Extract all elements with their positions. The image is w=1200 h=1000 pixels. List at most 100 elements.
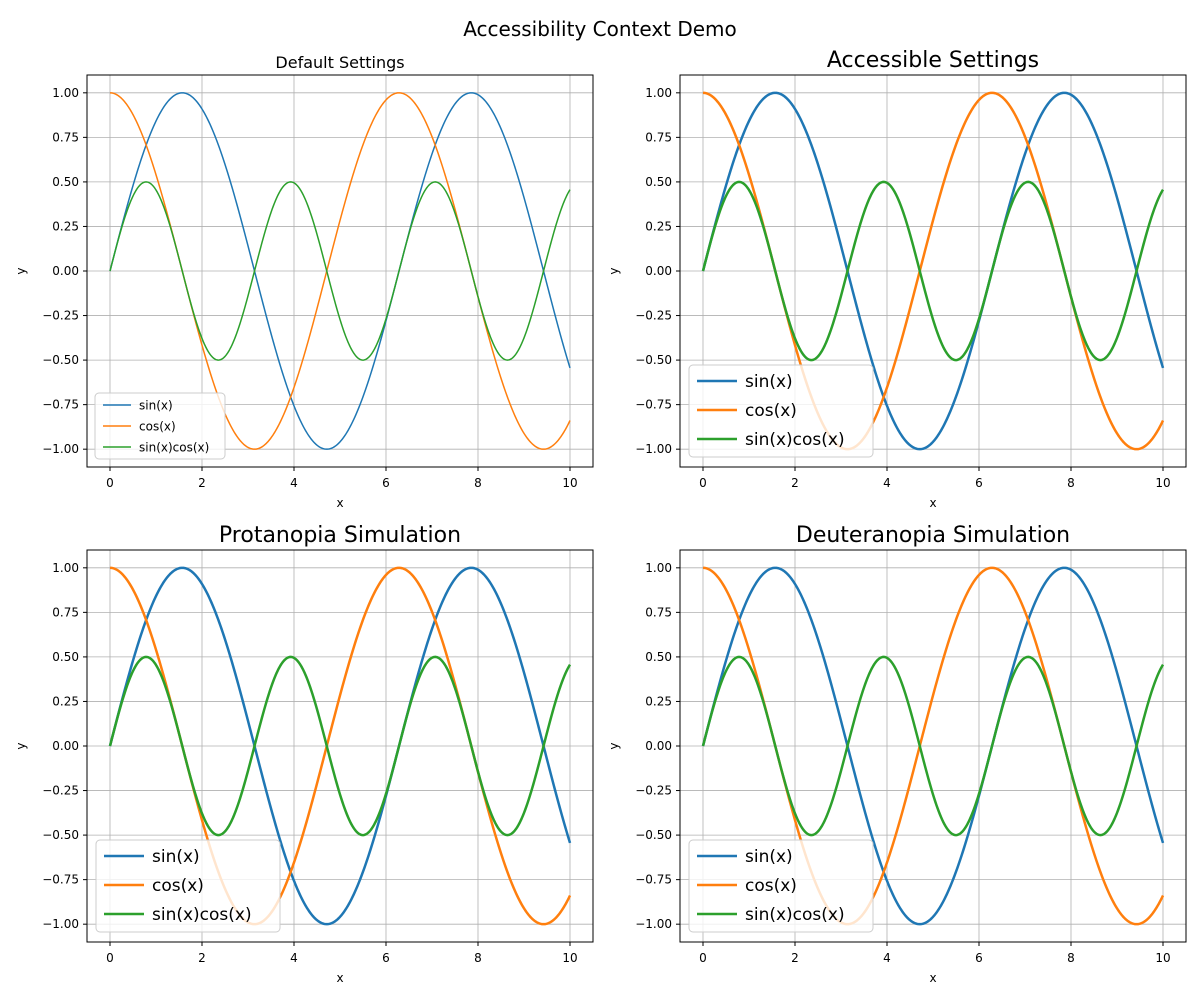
series-group <box>701 566 1165 926</box>
y-tick-label: −0.50 <box>42 353 79 367</box>
x-tick-label: 4 <box>883 476 891 490</box>
y-tick-label: −1.00 <box>635 917 672 931</box>
legend-label: sin(x)cos(x) <box>745 430 845 450</box>
x-tick-label: 10 <box>562 476 577 490</box>
y-tick-label: 0.50 <box>645 650 672 664</box>
x-axis-label: x <box>336 971 343 985</box>
series-line-sinxcosx <box>701 655 1165 837</box>
y-tick-label: 0.25 <box>645 219 672 233</box>
x-tick-label: 0 <box>106 951 114 965</box>
y-tick-label: −0.25 <box>635 784 672 798</box>
series-line-sinx <box>701 91 1165 451</box>
subplot-title: Deuteranopia Simulation <box>796 523 1070 548</box>
legend-label: sin(x) <box>139 398 173 412</box>
y-tick-label: −0.75 <box>42 873 79 887</box>
legend: sin(x)cos(x)sin(x)cos(x) <box>688 364 874 458</box>
x-tick-label: 0 <box>106 476 114 490</box>
y-tick-label: −1.00 <box>635 442 672 456</box>
y-tick-label: −0.25 <box>42 784 79 798</box>
y-tick-label: 0.50 <box>52 175 79 189</box>
x-tick-label: 4 <box>883 951 891 965</box>
x-tick-label: 2 <box>791 476 799 490</box>
y-tick-label: 0.75 <box>52 130 79 144</box>
y-tick-label: −0.75 <box>635 398 672 412</box>
series-line-sinxcosx <box>109 181 571 361</box>
legend-label: cos(x) <box>745 401 797 421</box>
y-tick-label: −0.75 <box>42 398 79 412</box>
x-axis-label: x <box>929 971 936 985</box>
y-tick-label: 1.00 <box>52 561 79 575</box>
legend-box <box>95 839 281 933</box>
x-tick-label: 8 <box>474 476 482 490</box>
subplot-3: Protanopia Simulation 0 2 4 6 8 10 1.00 0.75 0.50… <box>14 523 594 985</box>
y-tick-label: −0.25 <box>42 309 79 323</box>
series-line-sinx <box>108 566 572 926</box>
x-tick-label: 4 <box>290 476 298 490</box>
x-tick-label: 0 <box>699 951 707 965</box>
x-tick-label: 6 <box>382 951 390 965</box>
legend: sin(x)cos(x)sin(x)cos(x) <box>94 392 226 460</box>
legend: sin(x)cos(x)sin(x)cos(x) <box>95 839 281 933</box>
y-tick-label: 1.00 <box>52 86 79 100</box>
y-tick-label: −0.75 <box>635 873 672 887</box>
legend-box <box>688 839 874 933</box>
series-line-sinx <box>701 566 1165 926</box>
y-tick-label: 0.50 <box>52 650 79 664</box>
y-tick-label: 0.75 <box>52 605 79 619</box>
x-tick-label: 2 <box>791 951 799 965</box>
subplot-2: Accessible Settings 0 2 4 6 8 10 1.00 0.75 0.50 0.… <box>607 48 1187 510</box>
figure-suptitle: Accessibility Context Demo <box>463 17 737 41</box>
legend-label: sin(x) <box>745 372 793 392</box>
series-line-sinxcosx <box>701 180 1165 362</box>
x-tick-label: 6 <box>382 476 390 490</box>
y-tick-label: 0.50 <box>645 175 672 189</box>
y-axis-label: y <box>14 267 28 274</box>
legend-box <box>688 364 874 458</box>
legend: sin(x)cos(x)sin(x)cos(x) <box>688 839 874 933</box>
x-tick-label: 8 <box>1067 476 1075 490</box>
series-group <box>109 92 571 450</box>
x-tick-label: 2 <box>198 476 206 490</box>
series-line-sinxcosx <box>108 655 572 837</box>
y-axis-label: y <box>607 742 621 749</box>
legend-label: sin(x)cos(x) <box>745 905 845 925</box>
subplot-4: Deuteranopia Simulation 0 2 4 6 8 10 1.00 0.75 0.… <box>607 523 1187 985</box>
y-tick-label: 0.25 <box>52 219 79 233</box>
legend-label: cos(x) <box>139 419 176 433</box>
subplots: Default Settings 0 2 4 6 8 10 1.00 0.75 0.50 0.25 0… <box>14 48 1187 985</box>
x-tick-label: 8 <box>1067 951 1075 965</box>
legend-label: cos(x) <box>745 876 797 896</box>
legend-label: sin(x) <box>152 847 200 867</box>
x-axis-label: x <box>929 496 936 510</box>
x-tick-label: 8 <box>474 951 482 965</box>
legend-label: sin(x) <box>745 847 793 867</box>
subplot-title: Accessible Settings <box>827 48 1039 73</box>
x-tick-label: 10 <box>562 951 577 965</box>
y-tick-label: 0.25 <box>52 694 79 708</box>
y-tick-label: 1.00 <box>645 86 672 100</box>
y-tick-label: 0.00 <box>52 739 79 753</box>
y-tick-label: 1.00 <box>645 561 672 575</box>
x-tick-label: 6 <box>975 476 983 490</box>
x-axis-label: x <box>336 496 343 510</box>
subplot-1: Default Settings 0 2 4 6 8 10 1.00 0.75 0.50 0.25 0… <box>14 53 594 510</box>
y-tick-label: 0.00 <box>645 739 672 753</box>
x-tick-label: 10 <box>1155 476 1170 490</box>
y-tick-label: −0.50 <box>635 353 672 367</box>
x-tick-label: 2 <box>198 951 206 965</box>
legend-label: cos(x) <box>152 876 204 896</box>
y-axis-label: y <box>14 742 28 749</box>
y-tick-label: −1.00 <box>42 917 79 931</box>
x-tick-label: 0 <box>699 476 707 490</box>
y-tick-label: −0.50 <box>42 828 79 842</box>
y-tick-label: 0.25 <box>645 694 672 708</box>
y-tick-label: 0.00 <box>645 264 672 278</box>
y-tick-label: 0.75 <box>645 605 672 619</box>
y-tick-label: −0.50 <box>635 828 672 842</box>
series-line-sinx <box>109 92 571 450</box>
y-tick-label: −1.00 <box>42 442 79 456</box>
legend-label: sin(x)cos(x) <box>139 440 209 454</box>
legend-box <box>94 392 226 460</box>
